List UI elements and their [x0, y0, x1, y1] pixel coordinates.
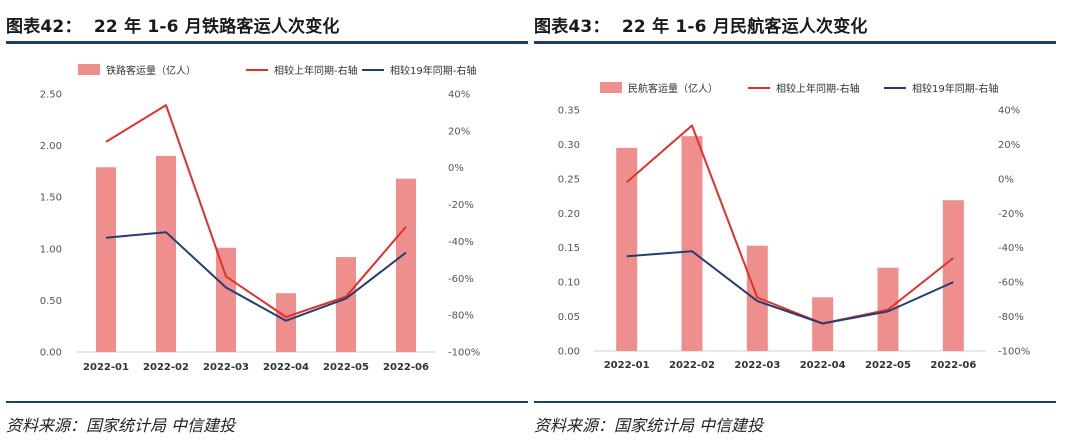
bar-2022-05 — [336, 257, 356, 352]
category-label: 2022-06 — [930, 360, 976, 371]
right-axis-tick: -20% — [448, 200, 474, 211]
vs-2019-line — [626, 250, 954, 325]
right-axis-tick: 20% — [448, 126, 470, 137]
left-axis-tick: 1.00 — [40, 244, 62, 255]
figure-42-title: 图表42： 22 年 1-6 月铁路客运人次变化 — [6, 17, 340, 37]
left-axis-tick: 0.20 — [558, 209, 580, 220]
bar-2022-06 — [396, 178, 416, 352]
right-axis-tick: -80% — [448, 311, 474, 322]
legend-yoy-label: 相较上年同期-右轴 — [274, 64, 358, 77]
category-label: 2022-02 — [669, 360, 715, 371]
left-axis-tick: 0.00 — [558, 347, 580, 358]
left-axis-tick: 2.50 — [40, 90, 62, 101]
left-axis-tick: 0.15 — [558, 243, 580, 254]
railway-passenger-chart: 0.00 0.50 1.00 1.50 2.00 2.50 -100% -80% -60% -40… — [40, 64, 480, 373]
left-axis-tick: 0.10 — [558, 278, 580, 289]
figure-42-panel: 图表42： 22 年 1-6 月铁路客运人次变化 0.00 0.50 1.00 1.5… — [6, 0, 528, 444]
right-axis-tick: -40% — [998, 243, 1024, 254]
left-axis-tick: 0.05 — [558, 312, 580, 323]
legend-bar-swatch — [600, 82, 622, 93]
category-label: 2022-04 — [800, 360, 846, 371]
bar-2022-06 — [942, 200, 964, 351]
right-axis-tick: 20% — [998, 140, 1020, 151]
bar-2022-01 — [96, 167, 116, 352]
right-axis-tick: 0% — [448, 163, 464, 174]
category-label: 2022-05 — [323, 362, 369, 373]
left-axis-tick: 0.00 — [40, 348, 62, 359]
right-axis-tick: -80% — [998, 312, 1024, 323]
aviation-passenger-chart: 0.00 0.05 0.10 0.15 0.20 0.25 0.30 0.35 -100% -80… — [558, 82, 1030, 371]
category-label: 2022-03 — [203, 362, 249, 373]
category-label: 2022-04 — [263, 362, 309, 373]
bar-2022-03 — [216, 247, 236, 352]
left-axis-tick: 0.25 — [558, 174, 580, 185]
left-axis-tick: 0.35 — [558, 106, 580, 117]
category-label: 2022-05 — [865, 360, 911, 371]
yoy-line — [105, 104, 407, 318]
figure-43-source: 资料来源：国家统计局 中信建投 — [534, 416, 764, 435]
legend-bar-swatch — [78, 64, 100, 75]
left-axis-tick: 2.00 — [40, 141, 62, 152]
legend-yoy-label: 相较上年同期-右轴 — [776, 82, 860, 95]
legend-vs-2019-label: 相较19年同期-右轴 — [390, 64, 476, 77]
category-label: 2022-01 — [604, 360, 650, 371]
right-axis-tick: -20% — [998, 209, 1024, 220]
right-axis-tick: -100% — [998, 347, 1030, 358]
category-label: 2022-02 — [143, 362, 189, 373]
bar-2022-02 — [156, 155, 176, 352]
right-axis-tick: 40% — [448, 90, 470, 101]
right-axis-tick: 40% — [998, 106, 1020, 117]
legend-bar-label: 民航客运量（亿人） — [628, 82, 718, 95]
category-label: 2022-03 — [734, 360, 780, 371]
right-axis-tick: 0% — [998, 174, 1014, 185]
title-rule — [534, 41, 1056, 44]
right-axis-tick: -60% — [998, 278, 1024, 289]
right-axis-tick: -100% — [448, 348, 480, 359]
bar-2022-01 — [616, 147, 638, 351]
source-rule — [534, 401, 1056, 403]
source-rule — [6, 401, 528, 403]
title-rule — [6, 41, 528, 44]
category-label: 2022-01 — [83, 362, 129, 373]
legend-bar-label: 铁路客运量（亿人） — [106, 64, 196, 77]
legend-vs-2019-label: 相较19年同期-右轴 — [912, 82, 998, 95]
right-axis-tick: -40% — [448, 237, 474, 248]
right-axis-tick: -60% — [448, 274, 474, 285]
yoy-line — [626, 124, 954, 325]
category-label: 2022-06 — [383, 362, 429, 373]
bar-2022-04 — [276, 293, 296, 352]
figure-43-panel: 图表43： 22 年 1-6 月民航客运人次变化 0.00 0.05 0.10 0.1… — [534, 0, 1056, 444]
left-axis-tick: 0.50 — [40, 296, 62, 307]
left-axis-tick: 0.30 — [558, 140, 580, 151]
vs-2019-line — [105, 231, 407, 322]
left-axis-tick: 1.50 — [40, 193, 62, 204]
figure-43-title: 图表43： 22 年 1-6 月民航客运人次变化 — [534, 17, 868, 37]
figure-42-source: 资料来源：国家统计局 中信建投 — [6, 416, 236, 435]
bar-2022-02 — [681, 136, 703, 351]
